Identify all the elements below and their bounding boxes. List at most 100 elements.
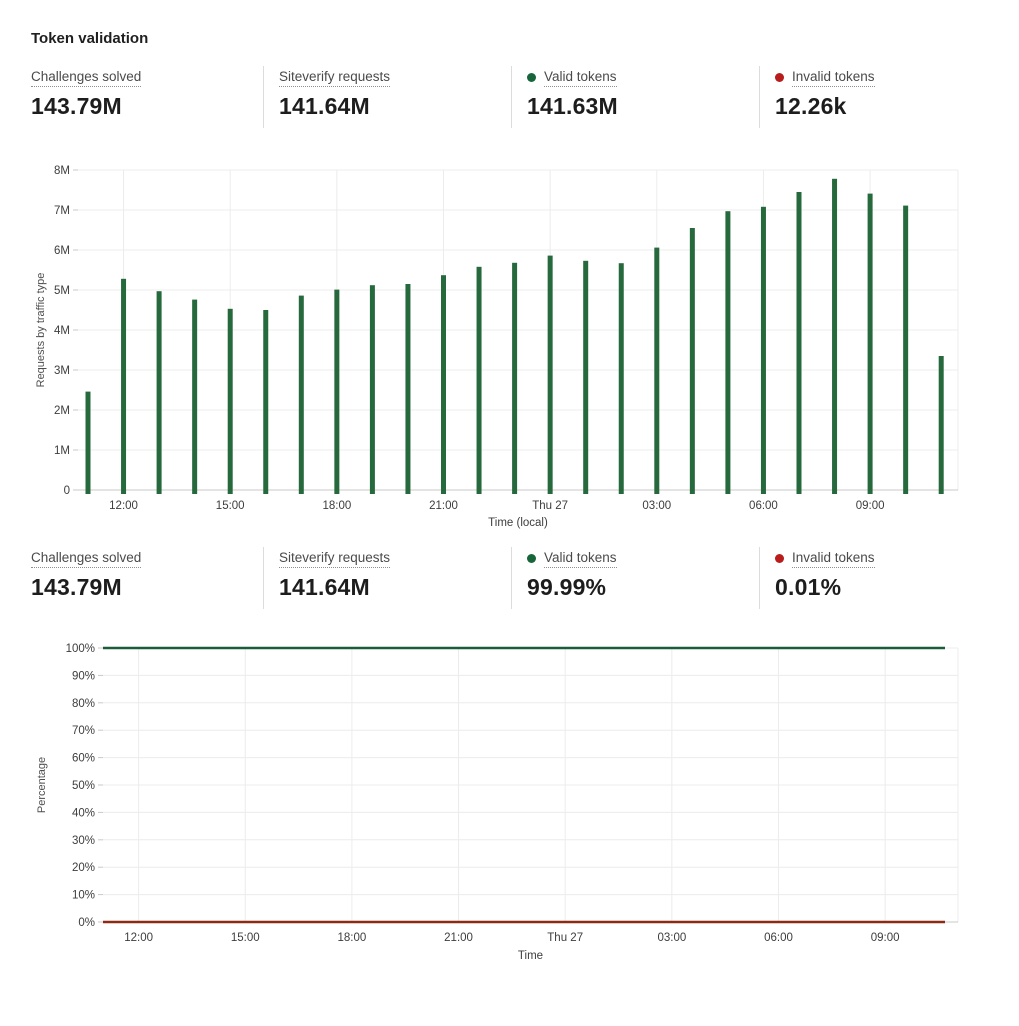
bar	[618, 263, 624, 494]
bar	[369, 285, 375, 494]
stat-label[interactable]: Invalid tokens	[792, 549, 875, 568]
vertical-divider	[759, 547, 760, 609]
stat-invalid-tokens-percent: Invalid tokens 0.01%	[775, 549, 1007, 601]
red-dot-icon	[775, 73, 784, 82]
stat-value: 0.01%	[775, 574, 842, 600]
bar	[832, 178, 838, 495]
stat-invalid-tokens: Invalid tokens 12.26k	[775, 68, 1007, 120]
y-axis-title-group: Requests by traffic type	[35, 273, 47, 388]
page-title: Token validation	[31, 30, 149, 47]
bar	[512, 262, 518, 494]
x-tick-label: 03:00	[657, 932, 686, 944]
bar	[121, 278, 127, 494]
x-tick-label: 09:00	[871, 932, 900, 944]
x-tick-label: 12:00	[124, 932, 153, 944]
y-tick-label: 70%	[72, 725, 95, 737]
bar	[938, 356, 944, 494]
y-axis-title-group: Percentage	[36, 757, 48, 813]
x-tick-label: 15:00	[216, 500, 245, 512]
y-tick-label: 50%	[72, 780, 95, 792]
y-tick-label: 2M	[54, 405, 70, 417]
stat-label[interactable]: Challenges solved	[31, 549, 142, 568]
stat-siteverify-requests: Siteverify requests 141.64M	[279, 68, 511, 120]
x-tick-label: 18:00	[322, 500, 351, 512]
stat-valid-tokens: Valid tokens 141.63M	[527, 68, 759, 120]
bar	[547, 255, 553, 494]
y-tick-label: 6M	[54, 245, 70, 257]
percentage-line-chart: 0% 10% 20% 30% 40% 50% 60% 70% 80% 90% 100% 12:00 15…	[36, 643, 959, 962]
y-tick-label: 10%	[72, 890, 95, 902]
bar	[156, 291, 162, 494]
vertical-divider	[759, 66, 760, 128]
red-dot-icon	[775, 554, 784, 563]
y-tick-label: 3M	[54, 365, 70, 377]
bar	[583, 260, 589, 494]
bar	[903, 205, 909, 494]
stat-valid-tokens-percent: Valid tokens 99.99%	[527, 549, 759, 601]
x-tick-label: Thu 27	[532, 500, 568, 512]
y-tick-label: 1M	[54, 445, 70, 457]
x-tick-label: 21:00	[429, 500, 458, 512]
x-axis-title: Time (local)	[488, 517, 548, 529]
vertical-divider	[263, 547, 264, 609]
y-tick-label: 80%	[72, 698, 95, 710]
x-axis-title: Time	[518, 950, 543, 962]
stat-value: 99.99%	[527, 574, 607, 600]
y-tick-label: 60%	[72, 753, 95, 765]
bar	[689, 228, 695, 494]
bar	[796, 192, 802, 494]
stat-label[interactable]: Valid tokens	[544, 549, 617, 568]
x-tick-label: Thu 27	[547, 932, 583, 944]
bar	[760, 206, 766, 495]
y-tick-label: 30%	[72, 835, 95, 847]
y-tick-label: 4M	[54, 325, 70, 337]
x-tick-label: 06:00	[764, 932, 793, 944]
bar	[654, 247, 660, 494]
bar	[334, 289, 340, 494]
stat-value: 141.64M	[279, 574, 370, 600]
x-tick-label: 12:00	[109, 500, 138, 512]
bar	[441, 275, 446, 494]
stat-label[interactable]: Invalid tokens	[792, 68, 875, 87]
y-axis-title: Percentage	[36, 757, 48, 813]
stat-value: 143.79M	[31, 574, 122, 600]
stat-label[interactable]: Challenges solved	[31, 68, 142, 87]
stat-label[interactable]: Siteverify requests	[279, 68, 391, 87]
green-dot-icon	[527, 554, 536, 563]
x-tick-label: 06:00	[749, 500, 778, 512]
x-tick-label: 15:00	[231, 932, 260, 944]
green-dot-icon	[527, 73, 536, 82]
bar	[263, 310, 269, 494]
y-tick-label: 0%	[78, 917, 95, 929]
bar	[476, 266, 482, 494]
y-tick-label: 100%	[66, 643, 95, 655]
bar	[85, 391, 91, 494]
y-tick-label: 5M	[54, 285, 70, 297]
y-tick-label: 20%	[72, 862, 95, 874]
stat-siteverify-requests: Siteverify requests 141.64M	[279, 549, 511, 601]
bar	[227, 308, 233, 494]
x-tick-label: 18:00	[338, 932, 367, 944]
y-tick-label: 90%	[72, 670, 95, 682]
bar	[298, 295, 304, 494]
y-tick-label: 7M	[54, 205, 70, 217]
y-axis-title: Requests by traffic type	[35, 273, 47, 388]
stat-label[interactable]: Valid tokens	[544, 68, 617, 87]
vertical-divider	[263, 66, 264, 128]
y-tick-label: 40%	[72, 807, 95, 819]
requests-by-traffic-type-bar-chart: 0 1M 2M 3M 4M 5M 6M 7M 8M 12:00 15:00 18:00 21:00 Thu…	[35, 165, 959, 529]
stat-value: 12.26k	[775, 93, 847, 119]
bar	[192, 299, 198, 494]
y-tick-label: 0	[64, 485, 70, 497]
stat-challenges-solved: Challenges solved 143.79M	[31, 549, 263, 601]
stat-value: 143.79M	[31, 93, 122, 119]
vertical-divider	[511, 66, 512, 128]
x-tick-label: 09:00	[856, 500, 885, 512]
bar	[725, 211, 731, 494]
vertical-divider	[511, 547, 512, 609]
bar	[405, 284, 411, 494]
x-tick-label: 21:00	[444, 932, 473, 944]
stat-label[interactable]: Siteverify requests	[279, 549, 391, 568]
y-tick-label: 8M	[54, 165, 70, 177]
